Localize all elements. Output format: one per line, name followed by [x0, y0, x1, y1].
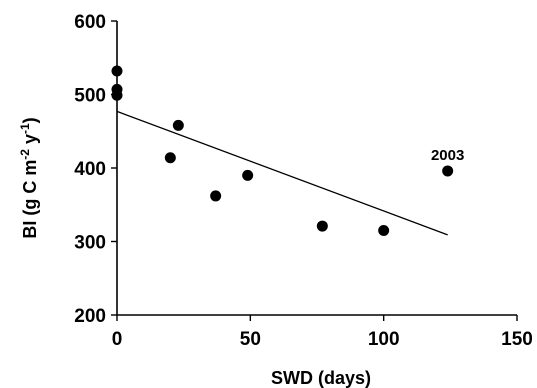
data-point [242, 169, 254, 181]
y-tick-label: 200 [74, 306, 106, 327]
data-points [111, 65, 454, 236]
trendline [116, 110, 448, 236]
trendline-group [116, 110, 448, 236]
data-point [316, 220, 328, 232]
x-tick-label: 50 [240, 329, 261, 350]
data-point [172, 119, 184, 131]
data-point [111, 89, 123, 101]
y-tick-label: 600 [74, 12, 106, 33]
x-axis-title: SWD (days) [271, 368, 371, 388]
y-tick-label: 500 [74, 86, 106, 107]
x-tick-label: 100 [368, 329, 400, 350]
y-axis-title: BI (g C m-2 y-1) [18, 117, 40, 238]
data-point [210, 190, 222, 202]
y-tick-label: 300 [74, 233, 106, 254]
data-point [111, 65, 123, 77]
data-point [378, 224, 390, 236]
labels-group: 2003 [431, 147, 464, 164]
x-tick-label: 150 [501, 329, 533, 350]
axes: 200 300 400 500 600 0 50 100 150 [74, 12, 533, 350]
data-point [164, 152, 176, 164]
y-tick-label: 400 [74, 159, 106, 180]
x-tick-label: 0 [112, 329, 123, 350]
point-annotation: 2003 [431, 147, 464, 164]
data-point [442, 165, 454, 177]
